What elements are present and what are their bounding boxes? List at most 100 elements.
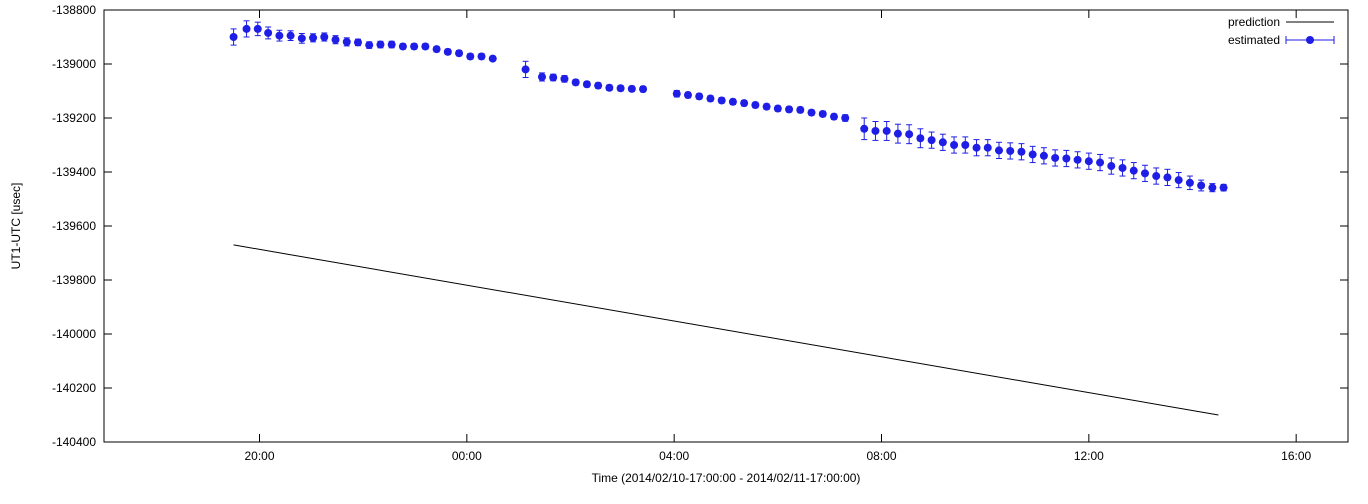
- data-point: [549, 74, 557, 82]
- x-tick-label: 04:00: [659, 449, 689, 463]
- data-point: [287, 32, 295, 40]
- data-point: [365, 41, 373, 49]
- data-point: [298, 34, 306, 42]
- data-point: [455, 49, 463, 57]
- x-tick-label: 12:00: [1074, 449, 1104, 463]
- data-point: [399, 42, 407, 50]
- legend-label: estimated: [1228, 33, 1280, 47]
- data-point: [1074, 156, 1082, 164]
- data-point: [928, 136, 936, 144]
- data-point: [264, 29, 272, 37]
- data-point: [478, 52, 486, 60]
- data-point: [1220, 184, 1228, 192]
- data-point: [1085, 157, 1093, 165]
- data-point: [894, 130, 902, 138]
- data-point: [796, 106, 804, 114]
- data-point: [617, 84, 625, 92]
- legend-label: prediction: [1228, 15, 1280, 29]
- x-tick-label: 08:00: [866, 449, 896, 463]
- data-point: [538, 73, 546, 81]
- data-point: [939, 138, 947, 146]
- data-point: [785, 105, 793, 113]
- data-point: [466, 52, 474, 60]
- data-point: [444, 48, 452, 56]
- data-point: [740, 99, 748, 107]
- y-tick-label: -139000: [52, 57, 96, 71]
- y-tick-label: -139800: [52, 273, 96, 287]
- data-point: [1119, 164, 1127, 172]
- data-point: [695, 92, 703, 100]
- y-tick-label: -139400: [52, 165, 96, 179]
- y-tick-label: -138800: [52, 3, 96, 17]
- x-axis-label: Time (2014/02/10-17:00:00 - 2014/02/11-1…: [592, 471, 861, 485]
- data-point: [684, 91, 692, 99]
- data-point: [1163, 173, 1171, 181]
- y-tick-label: -140400: [52, 435, 96, 449]
- data-point: [973, 144, 981, 152]
- x-tick-label: 16:00: [1281, 449, 1311, 463]
- data-point: [984, 144, 992, 152]
- data-point: [883, 127, 891, 135]
- y-tick-label: -140000: [52, 327, 96, 341]
- data-point: [1186, 179, 1194, 187]
- x-tick-label: 20:00: [244, 449, 274, 463]
- data-point: [673, 90, 681, 98]
- prediction-line: [234, 245, 1219, 415]
- data-point: [254, 25, 262, 33]
- data-point: [860, 125, 868, 133]
- data-point: [905, 130, 913, 138]
- data-point: [343, 38, 351, 46]
- data-point: [354, 38, 362, 46]
- data-point: [841, 114, 849, 122]
- chart-svg: -138800-139000-139200-139400-139600-1398…: [0, 0, 1368, 504]
- data-point: [583, 80, 591, 88]
- data-point: [763, 103, 771, 111]
- data-point: [950, 141, 958, 149]
- data-point: [718, 96, 726, 104]
- data-point: [489, 55, 497, 63]
- data-point: [1062, 155, 1070, 163]
- estimated-series: [230, 21, 1228, 192]
- x-tick-label: 00:00: [452, 449, 482, 463]
- data-point: [1029, 150, 1037, 158]
- data-point: [639, 85, 647, 93]
- data-point: [605, 84, 613, 92]
- data-point: [916, 134, 924, 142]
- data-point: [995, 146, 1003, 154]
- data-point: [774, 105, 782, 113]
- data-point: [871, 127, 879, 135]
- data-point: [332, 36, 340, 44]
- legend-point-sample: [1306, 36, 1314, 44]
- data-point: [706, 95, 714, 103]
- data-point: [729, 98, 737, 106]
- y-axis-label: UT1-UTC [usec]: [9, 183, 23, 270]
- data-point: [628, 85, 636, 93]
- data-point: [230, 33, 238, 41]
- plot-border: [104, 10, 1348, 442]
- data-point: [309, 34, 317, 42]
- data-point: [819, 110, 827, 118]
- data-point: [522, 65, 530, 73]
- y-tick-label: -140200: [52, 381, 96, 395]
- data-point: [1208, 184, 1216, 192]
- data-point: [1141, 169, 1149, 177]
- data-point: [808, 109, 816, 117]
- data-point: [560, 75, 568, 83]
- data-point: [433, 45, 441, 53]
- data-point: [1107, 162, 1115, 170]
- data-point: [1152, 172, 1160, 180]
- data-point: [1040, 152, 1048, 160]
- data-point: [320, 33, 328, 41]
- data-point: [421, 42, 429, 50]
- data-point: [410, 42, 418, 50]
- data-point: [388, 41, 396, 49]
- data-point: [1175, 176, 1183, 184]
- data-point: [1197, 182, 1205, 190]
- data-point: [1096, 159, 1104, 167]
- data-point: [376, 41, 384, 49]
- chart-container: -138800-139000-139200-139400-139600-1398…: [0, 0, 1368, 504]
- y-tick-label: -139600: [52, 219, 96, 233]
- data-point: [1051, 154, 1059, 162]
- data-point: [275, 32, 283, 40]
- data-point: [594, 82, 602, 90]
